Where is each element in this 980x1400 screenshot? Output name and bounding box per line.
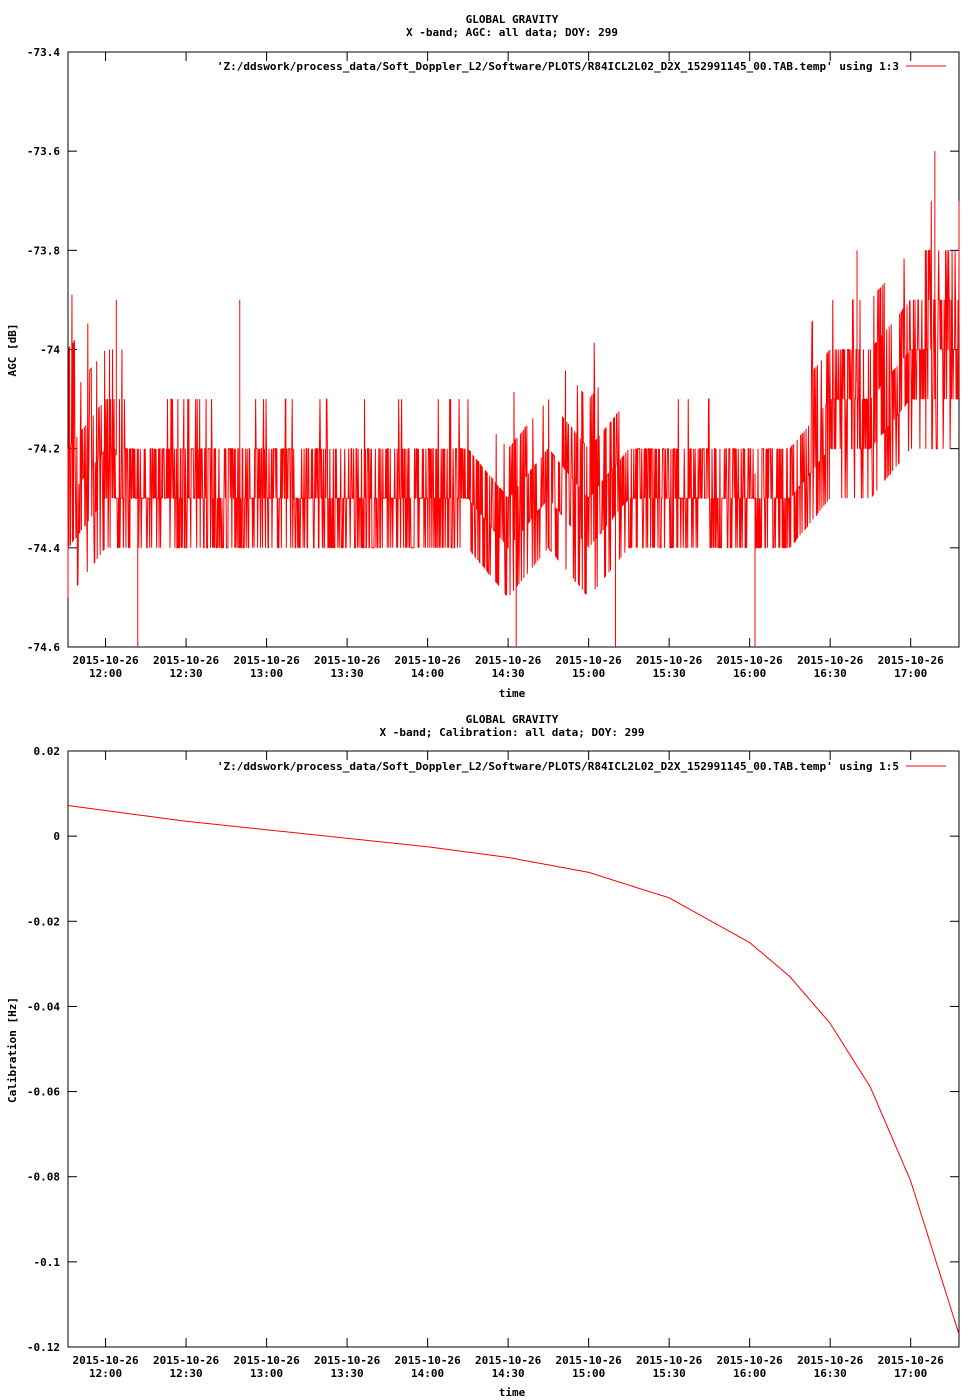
x-tick-time: 17:00: [894, 1367, 927, 1380]
x-tick-date: 2015-10-26: [395, 654, 462, 667]
y-axis: -74.6 -74.4 -74.2 -74 -73.8 -73.6 -73.4: [27, 46, 959, 654]
y-tick-label: -0.04: [27, 1000, 60, 1013]
x-tick-time: 12:30: [170, 1367, 203, 1380]
x-tick-time: 15:00: [572, 667, 605, 680]
chart-title: GLOBAL GRAVITY: [466, 13, 559, 26]
x-tick-date: 2015-10-26: [636, 654, 703, 667]
x-tick-time: 15:30: [653, 1367, 686, 1380]
series-group: [67, 151, 960, 647]
chart-title: GLOBAL GRAVITY: [466, 713, 559, 726]
x-tick-time: 14:00: [411, 667, 444, 680]
x-tick-time: 16:00: [733, 667, 766, 680]
x-tick-date: 2015-10-26: [878, 654, 945, 667]
legend-label: 'Z:/ddswork/process_data/Soft_Doppler_L2…: [217, 60, 899, 73]
x-tick-time: 12:30: [170, 667, 203, 680]
x-tick-date: 2015-10-26: [797, 654, 864, 667]
y-tick-label: 0.02: [34, 745, 61, 758]
y-tick-label: -0.06: [27, 1086, 60, 1099]
plot-frame: [67, 750, 960, 1348]
y-tick-label: -0.1: [34, 1256, 61, 1269]
x-tick-date: 2015-10-26: [797, 1354, 864, 1367]
x-tick-time: 13:00: [250, 1367, 283, 1380]
x-tick-time: 12:00: [89, 1367, 122, 1380]
x-tick-date: 2015-10-26: [314, 1354, 381, 1367]
y-tick-label: -0.08: [27, 1171, 60, 1184]
agc-chart: GLOBAL GRAVITY X -band; AGC: all data; D…: [6, 13, 960, 700]
y-tick-label: -73.8: [27, 244, 60, 257]
x-tick-date: 2015-10-26: [475, 654, 542, 667]
y-tick-label: -74: [40, 344, 60, 357]
legend-label: 'Z:/ddswork/process_data/Soft_Doppler_L2…: [217, 760, 899, 773]
x-tick-date: 2015-10-26: [556, 654, 623, 667]
x-tick-time: 16:30: [814, 667, 847, 680]
y-tick-label: -74.4: [27, 542, 60, 555]
x-tick-time: 13:00: [250, 667, 283, 680]
chart-subtitle: X -band; Calibration: all data; DOY: 299: [380, 726, 645, 739]
x-tick-date: 2015-10-26: [233, 1354, 300, 1367]
x-tick-time: 13:30: [331, 667, 364, 680]
x-tick-time: 15:00: [572, 1367, 605, 1380]
x-tick-time: 16:00: [733, 1367, 766, 1380]
x-tick-date: 2015-10-26: [153, 1354, 220, 1367]
y-tick-label: -74.6: [27, 641, 60, 654]
y-tick-label: -73.4: [27, 46, 60, 59]
series-group: [67, 805, 960, 1335]
y-tick-label: -73.6: [27, 145, 60, 158]
series-line: [67, 200, 960, 596]
x-tick-time: 14:00: [411, 1367, 444, 1380]
x-axis: 2015-10-2612:002015-10-2612:302015-10-26…: [72, 751, 944, 1380]
x-tick-time: 14:30: [492, 1367, 525, 1380]
x-tick-time: 12:00: [89, 667, 122, 680]
x-tick-time: 15:30: [653, 667, 686, 680]
x-tick-date: 2015-10-26: [395, 1354, 462, 1367]
y-tick-label: -0.02: [27, 915, 60, 928]
x-tick-time: 17:00: [894, 667, 927, 680]
x-tick-date: 2015-10-26: [556, 1354, 623, 1367]
x-tick-time: 14:30: [492, 667, 525, 680]
y-tick-label: 0: [53, 830, 60, 843]
x-tick-time: 16:30: [814, 1367, 847, 1380]
x-axis-label: time: [499, 687, 526, 700]
x-axis: 2015-10-2612:002015-10-2612:302015-10-26…: [72, 52, 944, 680]
x-tick-date: 2015-10-26: [475, 1354, 542, 1367]
x-tick-date: 2015-10-26: [72, 1354, 139, 1367]
x-tick-date: 2015-10-26: [233, 654, 300, 667]
y-tick-label: -74.2: [27, 443, 60, 456]
y-axis: -0.12 -0.1 -0.08 -0.06 -0.04 -0.02 0 0.02: [27, 745, 959, 1354]
x-axis-label: time: [499, 1386, 526, 1399]
x-tick-date: 2015-10-26: [153, 654, 220, 667]
x-tick-time: 13:30: [331, 1367, 364, 1380]
calibration-chart: GLOBAL GRAVITY X -band; Calibration: all…: [6, 713, 960, 1399]
x-tick-date: 2015-10-26: [717, 654, 784, 667]
y-axis-label: AGC [dB]: [6, 324, 19, 377]
series-line: [67, 805, 960, 1335]
y-axis-label: Calibration [Hz]: [6, 997, 19, 1103]
x-tick-date: 2015-10-26: [717, 1354, 784, 1367]
x-tick-date: 2015-10-26: [314, 654, 381, 667]
x-tick-date: 2015-10-26: [72, 654, 139, 667]
x-tick-date: 2015-10-26: [636, 1354, 703, 1367]
y-tick-label: -0.12: [27, 1341, 60, 1354]
chart-subtitle: X -band; AGC: all data; DOY: 299: [406, 26, 618, 39]
x-tick-date: 2015-10-26: [878, 1354, 945, 1367]
